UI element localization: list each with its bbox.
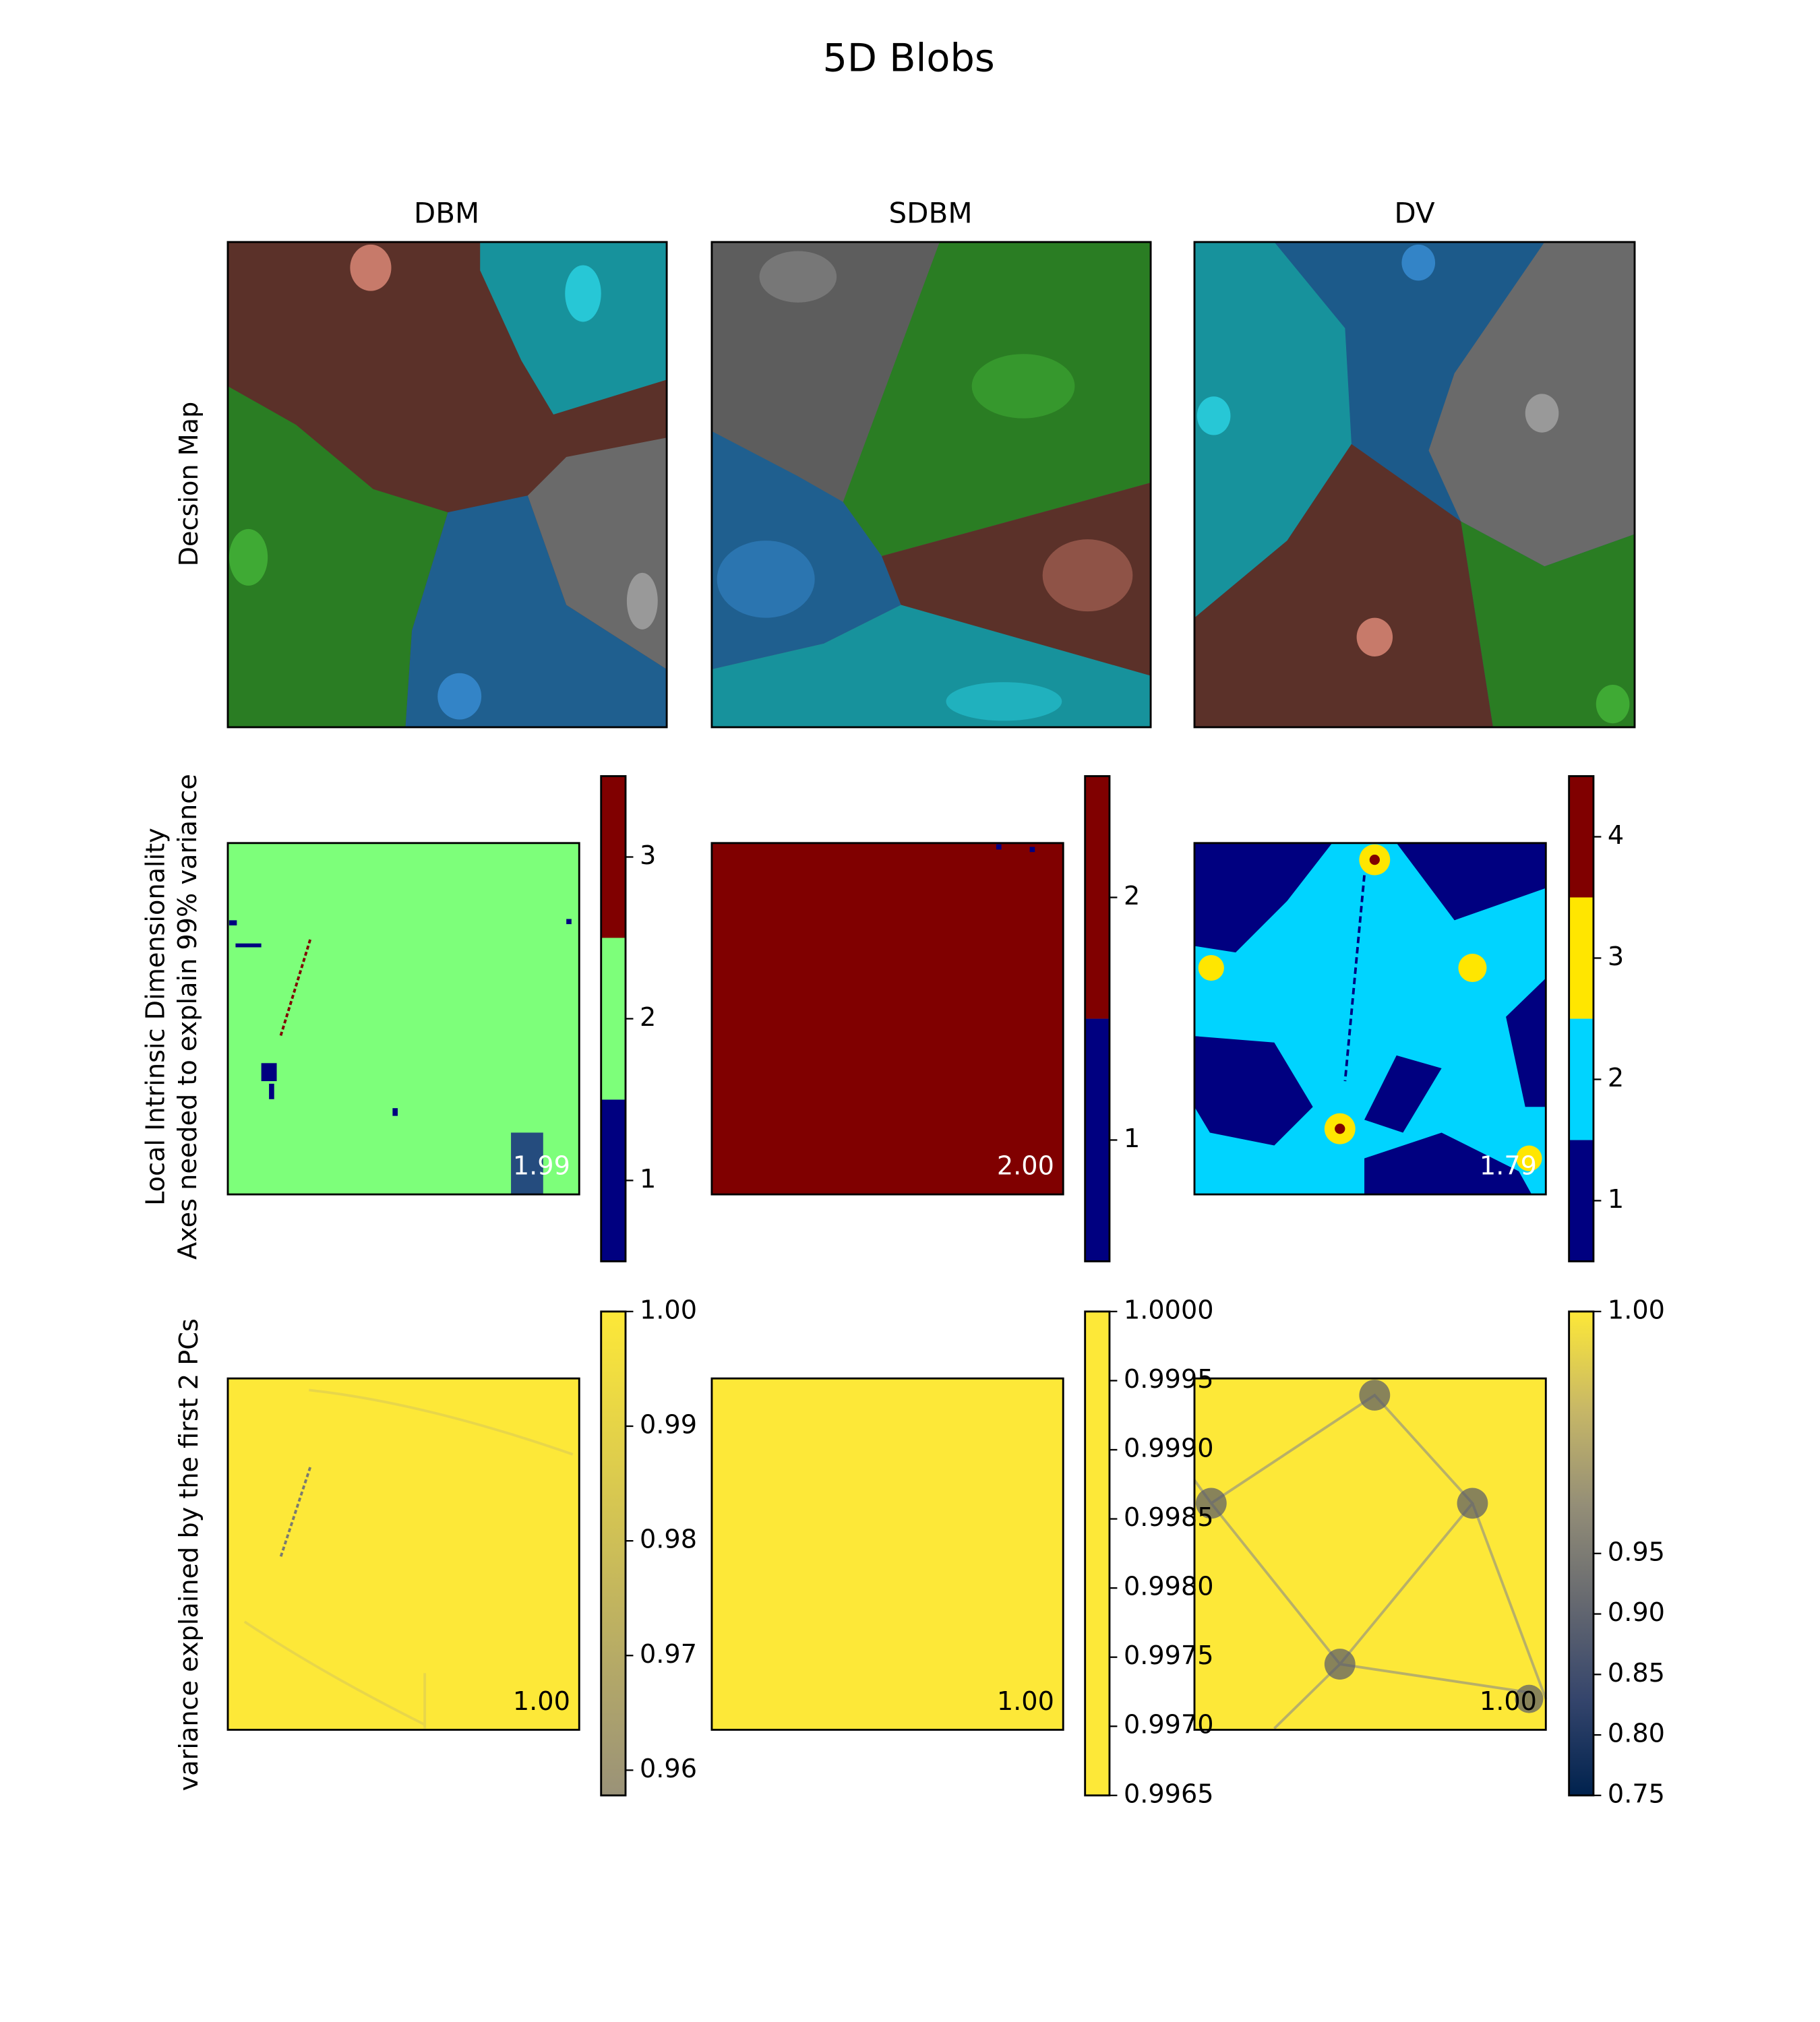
colorbar-tick-label: 0.75 [1608,1779,1665,1809]
colorbar-tick-label: 0.95 [1608,1537,1665,1567]
colorbar [1569,1311,1594,1796]
colorbar [601,1311,626,1796]
colorbar-segment [1569,1140,1594,1262]
colorbar-frame [600,1310,627,1797]
colorbar-segment [1085,1018,1110,1262]
colorbar-tick-label: 0.9970 [1124,1711,1214,1740]
figure-title: 5D Blobs [823,35,995,80]
variance-image [1193,1377,1548,1731]
colorbar-tick-label: 0.80 [1608,1719,1665,1749]
annotation: 1.00 [997,1687,1054,1717]
colorbar-tick-label: 0.9990 [1124,1434,1214,1463]
colorbar-tick-label: 2 [640,1003,656,1033]
variance-image [710,1377,1064,1731]
colorbar-tick-label: 0.9980 [1124,1572,1214,1602]
colorbar-tick-label: 1 [640,1165,656,1194]
annotation: 1.00 [1480,1687,1537,1717]
colorbar-tick-label: 0.96 [640,1754,697,1784]
colorbar-tick-label: 2 [1124,882,1140,911]
colorbar-frame [1568,775,1595,1262]
annotation: 1.99 [513,1152,570,1182]
colorbar-tick-label: 0.85 [1608,1659,1665,1688]
colorbar-tick-label: 1.00 [1608,1295,1665,1325]
colorbar-tick-label: 4 [1608,821,1624,851]
colorbar-tick-label: 0.9985 [1124,1503,1214,1533]
colorbar [1085,1311,1110,1796]
colorbar-segment [601,938,626,1100]
row-label: Axes needed to explain 99% variance [173,774,203,1260]
colorbar-segment [1085,776,1110,1019]
lid-image [1193,842,1547,1196]
colorbar-tick-label: 2 [1608,1064,1624,1093]
colorbar-segment [601,1099,626,1262]
colorbar-frame [1084,775,1111,1262]
lid-image [226,842,580,1196]
column-title: DBM [414,196,479,229]
decision-map [1193,241,1636,729]
colorbar-tick-label: 0.9965 [1124,1779,1214,1809]
row-label: Decsion Map [175,402,204,567]
colorbar-segment [1569,897,1594,1019]
colorbar-tick-label: 0.99 [640,1410,697,1440]
colorbar-tick-label: 0.98 [640,1525,697,1555]
colorbar-tick-label: 1.0000 [1124,1295,1214,1325]
colorbar-tick-label: 0.9975 [1124,1641,1214,1671]
variance-image [226,1377,580,1731]
colorbar-segment [1569,776,1594,898]
colorbar-tick-label: 1 [1608,1185,1624,1215]
row-label: variance explained by the first 2 PCs [175,1318,204,1791]
colorbar-tick-label: 1 [1124,1124,1140,1154]
colorbar-tick-label: 0.97 [640,1640,697,1669]
annotation: 2.00 [997,1152,1054,1182]
decision-map [710,241,1152,729]
colorbar-tick-label: 0.90 [1608,1598,1665,1628]
colorbar-tick-label: 3 [640,841,656,871]
column-title: DV [1394,196,1435,229]
colorbar-segment [601,776,626,938]
colorbar-frame [1084,1310,1111,1797]
lid-image [710,842,1064,1196]
annotation: 1.00 [513,1687,570,1717]
colorbar-segment [1569,1018,1594,1140]
annotation: 1.79 [1480,1152,1537,1182]
colorbar-tick-label: 3 [1608,942,1624,972]
decision-map [226,241,668,729]
column-title: SDBM [889,196,973,229]
row-label: Local Intrinsic Dimensionality [141,828,171,1206]
colorbar-tick-label: 1.00 [640,1295,697,1325]
colorbar-tick-label: 0.9995 [1124,1365,1214,1395]
